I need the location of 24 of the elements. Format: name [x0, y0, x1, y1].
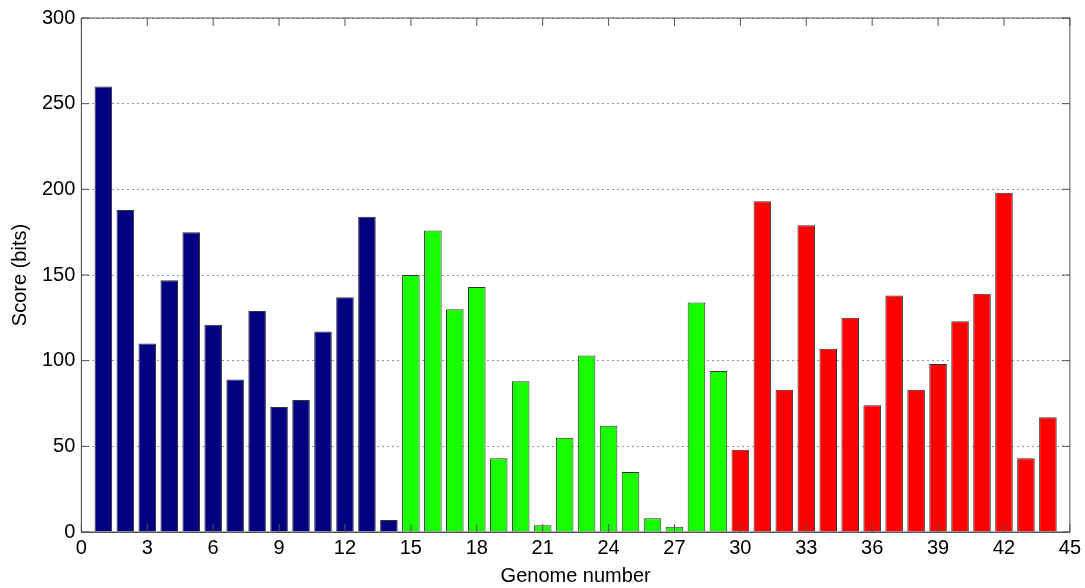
x-tick-label: 15 [399, 535, 422, 558]
x-tick-label: 33 [795, 535, 818, 558]
x-tick-label: 12 [333, 535, 357, 558]
y-tick-label: 150 [41, 262, 76, 285]
x-tick-label: 21 [531, 535, 554, 558]
x-tick-label: 42 [992, 535, 1016, 558]
x-tick-label: 39 [926, 535, 950, 558]
x-tick-label: 24 [597, 535, 620, 558]
y-tick-label: 50 [53, 433, 76, 456]
x-tick-label: 3 [141, 535, 153, 558]
x-tick-label: 36 [861, 535, 884, 558]
x-axis-title: Genome number [500, 563, 651, 586]
y-tick-label: 300 [41, 5, 76, 28]
x-tick-label: 27 [663, 535, 686, 558]
x-tick-label: 18 [465, 535, 488, 558]
y-axis-title: Score (bits) [7, 223, 30, 327]
y-tick-label: 250 [41, 91, 76, 114]
y-tick-label: 200 [41, 176, 76, 199]
x-tick-label: 9 [273, 535, 285, 558]
y-tick-label: 0 [64, 519, 76, 542]
x-tick-label: 45 [1058, 535, 1081, 558]
x-tick-label: 6 [207, 535, 219, 558]
y-tick-label: 100 [41, 348, 76, 371]
x-tick-label: 30 [729, 535, 752, 558]
